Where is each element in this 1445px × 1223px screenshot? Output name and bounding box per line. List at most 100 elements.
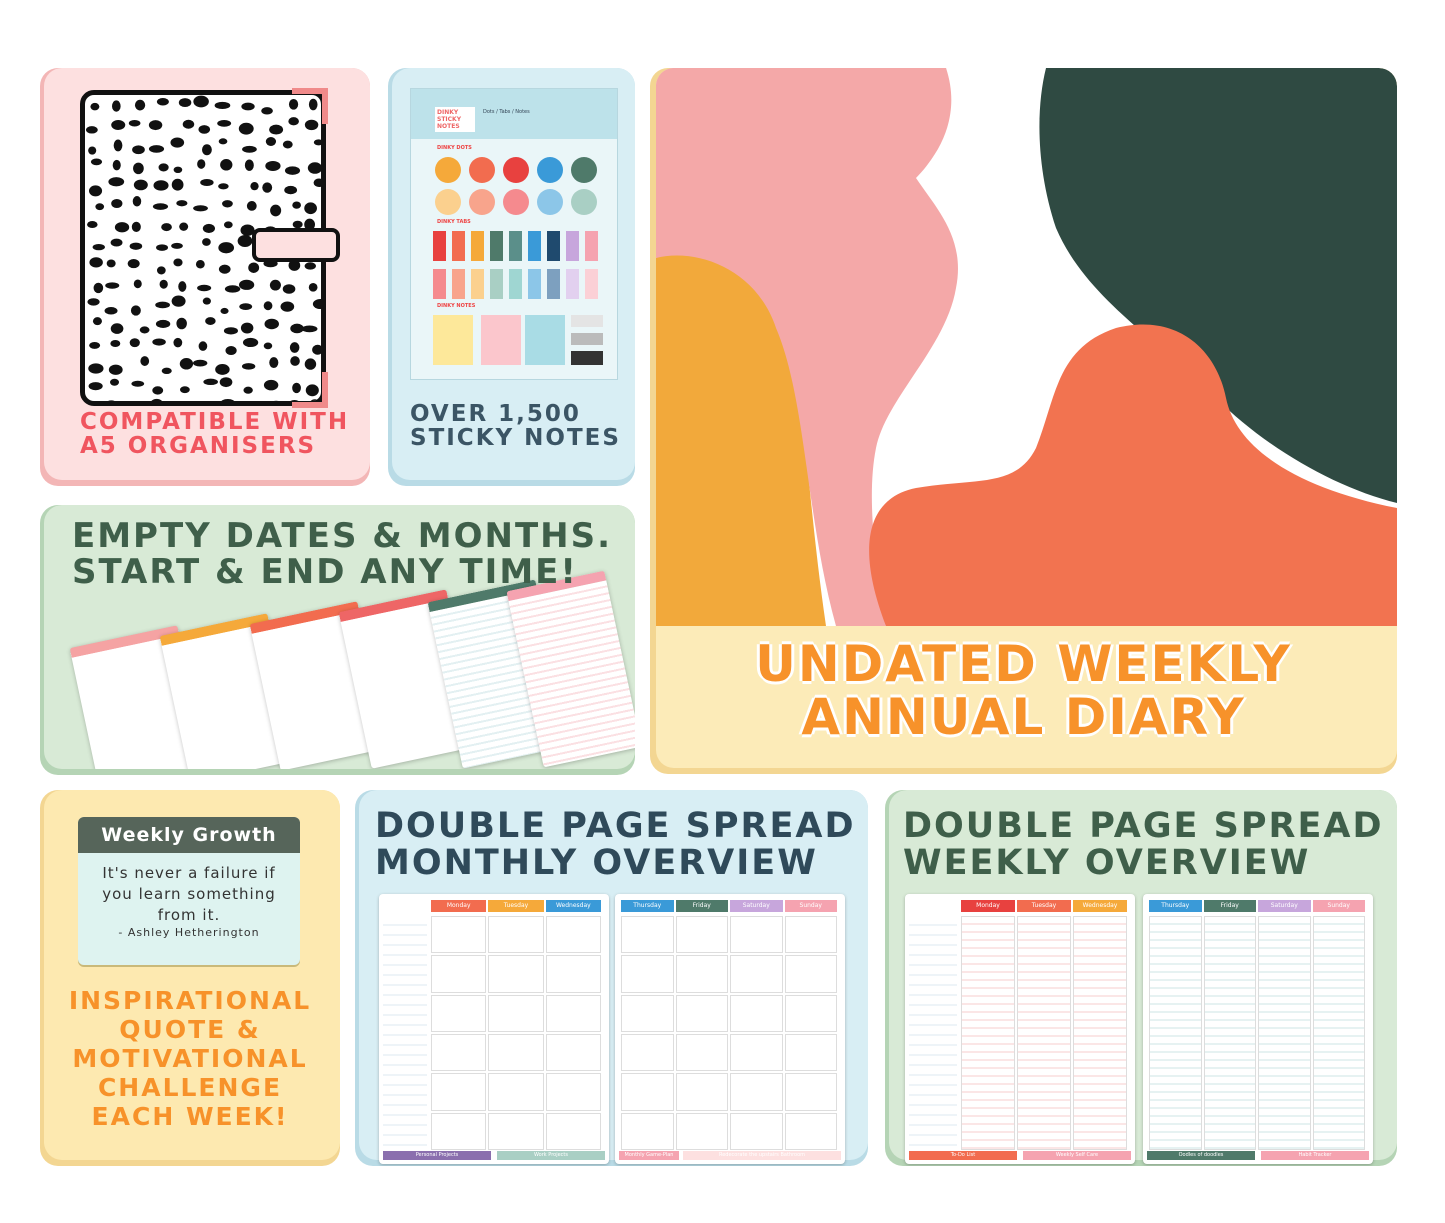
spot	[139, 326, 150, 334]
day-cell[interactable]	[784, 955, 837, 993]
day-cell[interactable]	[621, 994, 674, 1032]
day-cell[interactable]	[488, 1073, 544, 1111]
monthly-right-page: Thursday Friday Saturday Sunday Monthly Game…	[615, 894, 845, 1164]
day-cell[interactable]	[621, 955, 674, 993]
day-cell[interactable]	[488, 1112, 544, 1150]
sticky-tab	[471, 269, 484, 299]
sticky-tab	[509, 231, 522, 261]
day-cell[interactable]	[675, 955, 728, 993]
day-cell[interactable]	[488, 994, 544, 1032]
day-cell[interactable]	[431, 1112, 487, 1150]
spot	[87, 221, 98, 229]
spot	[93, 282, 104, 294]
day-cell[interactable]	[1258, 916, 1311, 1150]
sticky-tab	[547, 231, 560, 261]
day-cell[interactable]	[730, 916, 783, 954]
spot	[195, 260, 205, 269]
day-cell[interactable]	[545, 1073, 601, 1111]
sticky-notes-panel: DINKY STICKY NOTES Dots / Tabs / Notes D…	[388, 68, 635, 486]
quote-header: Weekly Growth	[78, 817, 300, 853]
spot	[88, 363, 104, 374]
dates-caption: EMPTY DATES & MONTHS. START & END ANY TI…	[72, 518, 612, 590]
day-cell[interactable]	[545, 916, 601, 954]
spot	[288, 98, 299, 110]
quote-panel: Weekly Growth It's never a failure if yo…	[40, 790, 340, 1166]
spot	[176, 317, 187, 330]
day-cell[interactable]	[621, 1112, 674, 1150]
day-cell[interactable]	[545, 1112, 601, 1150]
spot	[161, 223, 172, 232]
day-cell[interactable]	[784, 1034, 837, 1072]
day-cell[interactable]	[1149, 916, 1202, 1150]
spot	[171, 178, 184, 191]
page-footer: Habit Tracker	[1261, 1151, 1369, 1160]
day-cell[interactable]	[675, 1112, 728, 1150]
day-cell[interactable]	[1073, 916, 1127, 1150]
spot	[110, 340, 121, 348]
day-cell[interactable]	[730, 1112, 783, 1150]
spot	[152, 338, 166, 346]
day-cell[interactable]	[431, 916, 487, 954]
day-cell[interactable]	[730, 1073, 783, 1111]
spot	[105, 282, 120, 289]
day-cell[interactable]	[730, 1034, 783, 1072]
day-cell[interactable]	[675, 1073, 728, 1111]
spot	[111, 198, 123, 209]
day-cell[interactable]	[488, 955, 544, 993]
spot	[282, 140, 293, 149]
spot	[313, 178, 321, 188]
day-cell[interactable]	[784, 916, 837, 954]
spot	[178, 281, 187, 292]
day-header: Thursday	[1149, 900, 1202, 912]
day-cell[interactable]	[1203, 916, 1256, 1150]
spot	[159, 279, 168, 289]
day-cell[interactable]	[1312, 916, 1365, 1150]
spot	[88, 382, 103, 391]
day-cell[interactable]	[1017, 916, 1071, 1150]
day-cell[interactable]	[784, 994, 837, 1032]
spot	[290, 356, 300, 366]
day-cell[interactable]	[784, 1112, 837, 1150]
day-cell[interactable]	[545, 1034, 601, 1072]
spot	[312, 344, 321, 355]
spot	[111, 120, 126, 130]
sticky-dot	[469, 189, 495, 215]
spot	[108, 400, 115, 401]
day-cell[interactable]	[431, 994, 487, 1032]
day-cell[interactable]	[675, 994, 728, 1032]
day-cell[interactable]	[784, 1073, 837, 1111]
spot	[205, 317, 216, 325]
abstract-cover-art	[656, 68, 1397, 626]
sticky-dot	[435, 189, 461, 215]
spot	[269, 124, 284, 135]
day-cell[interactable]	[961, 916, 1015, 1150]
note-pink	[481, 315, 521, 365]
spot	[220, 159, 233, 171]
spot	[239, 303, 253, 311]
caption-line: MONTHLY OVERVIEW	[375, 842, 818, 883]
spot	[87, 298, 100, 306]
note-grey	[571, 315, 603, 327]
day-cell[interactable]	[675, 1034, 728, 1072]
spot	[104, 307, 118, 315]
spot	[198, 341, 208, 351]
day-cell[interactable]	[621, 916, 674, 954]
day-cell[interactable]	[545, 955, 601, 993]
day-cell[interactable]	[621, 1073, 674, 1111]
spot	[113, 139, 123, 152]
day-cell[interactable]	[621, 1034, 674, 1072]
day-cell[interactable]	[730, 994, 783, 1032]
day-cell[interactable]	[431, 1034, 487, 1072]
day-cell[interactable]	[488, 916, 544, 954]
day-cell[interactable]	[675, 916, 728, 954]
spot	[90, 158, 103, 166]
spot	[170, 137, 185, 148]
day-cell[interactable]	[488, 1034, 544, 1072]
day-cell[interactable]	[431, 1073, 487, 1111]
day-cell[interactable]	[431, 955, 487, 993]
sticky-dot	[435, 157, 461, 183]
day-cell[interactable]	[545, 994, 601, 1032]
day-cell[interactable]	[730, 955, 783, 993]
spot	[203, 378, 218, 386]
spot	[180, 386, 190, 394]
